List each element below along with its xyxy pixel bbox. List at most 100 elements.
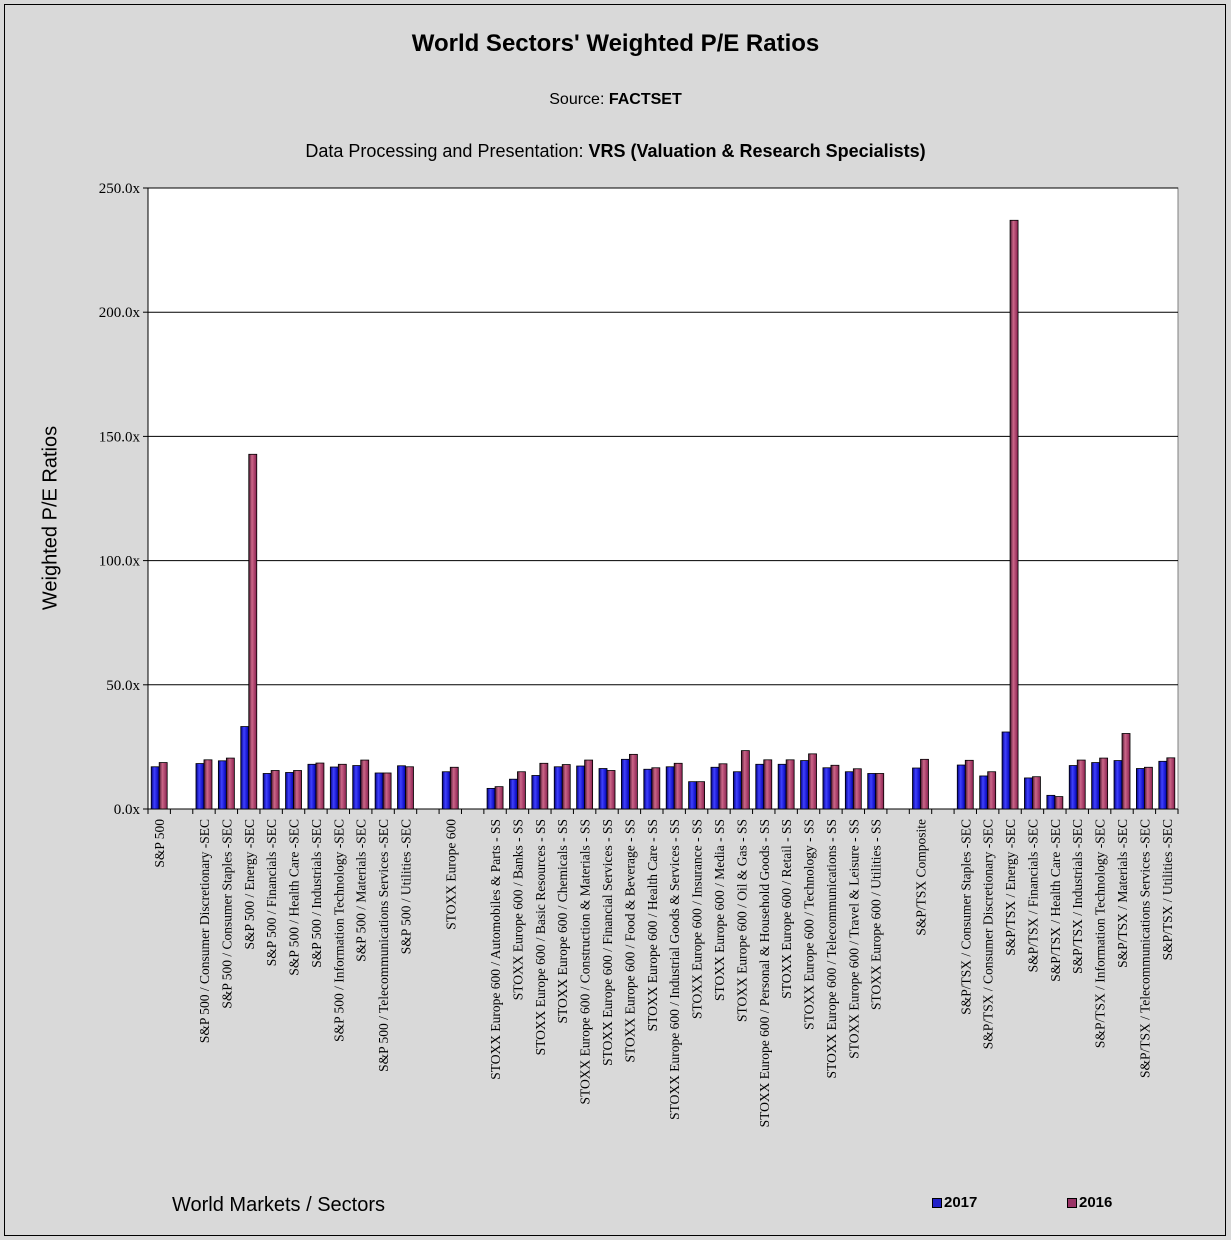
x-category-label: STOXX Europe 600 / Banks - SS bbox=[510, 819, 525, 1000]
bar-2016-26 bbox=[740, 750, 750, 810]
bar-2017-3 bbox=[217, 760, 227, 810]
bar-2017-44 bbox=[1136, 768, 1145, 810]
x-category-label: STOXX Europe 600 / Oil & Gas - SS bbox=[734, 819, 749, 1022]
x-category-label: STOXX Europe 600 / Industrial Goods & Se… bbox=[667, 819, 682, 1120]
bar-2016-24 bbox=[696, 781, 705, 810]
bar-2016-11 bbox=[405, 766, 414, 810]
legend-swatch-2017 bbox=[932, 1197, 942, 1208]
x-category-label: S&P 500 / Materials -SEC bbox=[354, 819, 369, 962]
x-category-label: S&P/TSX Composite bbox=[914, 819, 929, 936]
bar-2016-30 bbox=[830, 764, 840, 810]
bar-2016-22 bbox=[651, 767, 661, 810]
bar-2017-27 bbox=[755, 763, 765, 810]
y-tick-label: 200.0x bbox=[99, 305, 141, 321]
y-tick-label: 100.0x bbox=[99, 554, 141, 570]
bar-2017-41 bbox=[1068, 765, 1078, 810]
legend-item-2016: 2016 bbox=[1067, 1194, 1112, 1211]
x-category-label: S&P/TSX / Industrials -SEC bbox=[1070, 819, 1085, 974]
bar-2016-10 bbox=[382, 772, 392, 810]
x-category-label: STOXX Europe 600 / Chemicals - SS bbox=[555, 819, 570, 1024]
bar-2016-18 bbox=[561, 764, 571, 810]
bar-2016-27 bbox=[763, 759, 773, 810]
x-category-label: S&P/TSX / Telecommunications Services -S… bbox=[1137, 819, 1152, 1078]
bar-2017-29 bbox=[800, 760, 809, 810]
bar-2017-2 bbox=[195, 763, 205, 810]
bar-2017-7 bbox=[307, 763, 317, 810]
x-category-label: STOXX Europe 600 / Utilities - SS bbox=[869, 819, 884, 1010]
bar-2016-8 bbox=[337, 763, 347, 810]
bar-2016-32 bbox=[875, 773, 885, 810]
bar-2016-40 bbox=[1054, 796, 1064, 810]
bar-2016-29 bbox=[808, 753, 817, 810]
bar-2016-20 bbox=[606, 770, 616, 810]
x-category-label: STOXX Europe 600 / Insurance - SS bbox=[690, 819, 705, 1019]
bar-2016-3 bbox=[225, 757, 235, 810]
bar-2017-42 bbox=[1091, 762, 1101, 810]
x-category-label: S&P/TSX / Health Care -SEC bbox=[1048, 819, 1063, 982]
x-category-label: S&P 500 / Financials -SEC bbox=[264, 819, 279, 966]
bar-2017-13 bbox=[441, 771, 451, 810]
bar-2016-45 bbox=[1166, 757, 1176, 810]
bar-2016-38 bbox=[1009, 219, 1019, 810]
bar-2017-4 bbox=[240, 726, 250, 810]
source-prefix: Source: bbox=[549, 91, 609, 108]
bar-2017-24 bbox=[688, 781, 697, 810]
y-tick-label: 250.0x bbox=[99, 181, 141, 197]
x-category-label: STOXX Europe 600 / Basic Resources - SS bbox=[533, 819, 548, 1055]
bar-2017-37 bbox=[979, 775, 989, 810]
bar-2016-44 bbox=[1144, 766, 1153, 810]
x-category-label: S&P 500 / Utilities -SEC bbox=[399, 819, 414, 954]
bar-2016-15 bbox=[494, 786, 504, 810]
bar-2017-31 bbox=[844, 771, 854, 810]
legend-swatch-2016 bbox=[1067, 1197, 1077, 1208]
bar-2017-15 bbox=[486, 787, 496, 810]
x-category-label: S&P 500 / Energy -SEC bbox=[242, 819, 257, 950]
bar-2017-0 bbox=[150, 766, 160, 810]
bar-2016-39 bbox=[1032, 776, 1041, 810]
y-tick-label: 0.0x bbox=[114, 802, 141, 818]
bar-2016-4 bbox=[248, 453, 258, 810]
x-category-label: STOXX Europe 600 / Financial Services - … bbox=[600, 819, 615, 1066]
x-category-label: STOXX Europe 600 / Automobiles & Parts -… bbox=[488, 819, 503, 1080]
x-category-label: S&P 500 / Telecommunications Services -S… bbox=[376, 819, 391, 1072]
bar-2016-17 bbox=[539, 762, 549, 810]
bar-2017-20 bbox=[598, 768, 608, 810]
x-category-label: S&P 500 / Consumer Discretionary -SEC bbox=[197, 819, 212, 1043]
bar-2017-6 bbox=[285, 772, 294, 810]
legend-label-2016: 2016 bbox=[1079, 1194, 1113, 1211]
bar-2016-36 bbox=[964, 759, 974, 810]
chart-title: World Sectors' Weighted P/E Ratios bbox=[411, 30, 820, 57]
x-category-label: STOXX Europe 600 / Travel & Leisure - SS bbox=[846, 819, 861, 1059]
bar-2016-25 bbox=[718, 763, 728, 810]
bar-2016-43 bbox=[1121, 733, 1131, 810]
bar-2017-38 bbox=[1001, 731, 1011, 810]
bar-2017-22 bbox=[643, 768, 653, 810]
bar-2017-26 bbox=[732, 771, 742, 810]
bar-2017-19 bbox=[576, 765, 586, 810]
x-category-label: S&P/TSX / Information Technology -SEC bbox=[1093, 819, 1108, 1048]
x-category-label: S&P 500 bbox=[152, 819, 167, 868]
legend-label-2017: 2017 bbox=[944, 1194, 978, 1211]
x-category-label: S&P/TSX / Energy -SEC bbox=[1003, 819, 1018, 956]
y-tick-label: 150.0x bbox=[99, 429, 141, 445]
processing-line: Data Processing and Presentation: VRS (V… bbox=[0, 141, 1231, 162]
bar-2017-30 bbox=[822, 767, 832, 810]
bar-2017-5 bbox=[262, 773, 272, 810]
y-axis-title: Weighted P/E Ratios bbox=[39, 425, 62, 611]
source-name: FACTSET bbox=[608, 91, 682, 108]
bar-2017-25 bbox=[710, 766, 720, 810]
x-category-label: S&P 500 / Industrials -SEC bbox=[309, 819, 324, 968]
bar-2016-16 bbox=[517, 771, 526, 810]
bar-2016-21 bbox=[629, 753, 638, 810]
bar-2017-34 bbox=[912, 767, 921, 810]
x-category-label: STOXX Europe 600 bbox=[443, 819, 458, 930]
processing-prefix: Data Processing and Presentation: bbox=[305, 141, 589, 161]
bar-2016-31 bbox=[852, 768, 862, 810]
x-category-label: S&P 500 / Information Technology -SEC bbox=[331, 819, 346, 1042]
bar-2016-7 bbox=[315, 762, 325, 810]
x-category-label: S&P/TSX / Consumer Discretionary -SEC bbox=[981, 819, 996, 1049]
bar-2017-16 bbox=[509, 778, 518, 810]
bar-2017-21 bbox=[621, 758, 630, 810]
x-category-label: STOXX Europe 600 / Telecommunications - … bbox=[824, 819, 839, 1079]
